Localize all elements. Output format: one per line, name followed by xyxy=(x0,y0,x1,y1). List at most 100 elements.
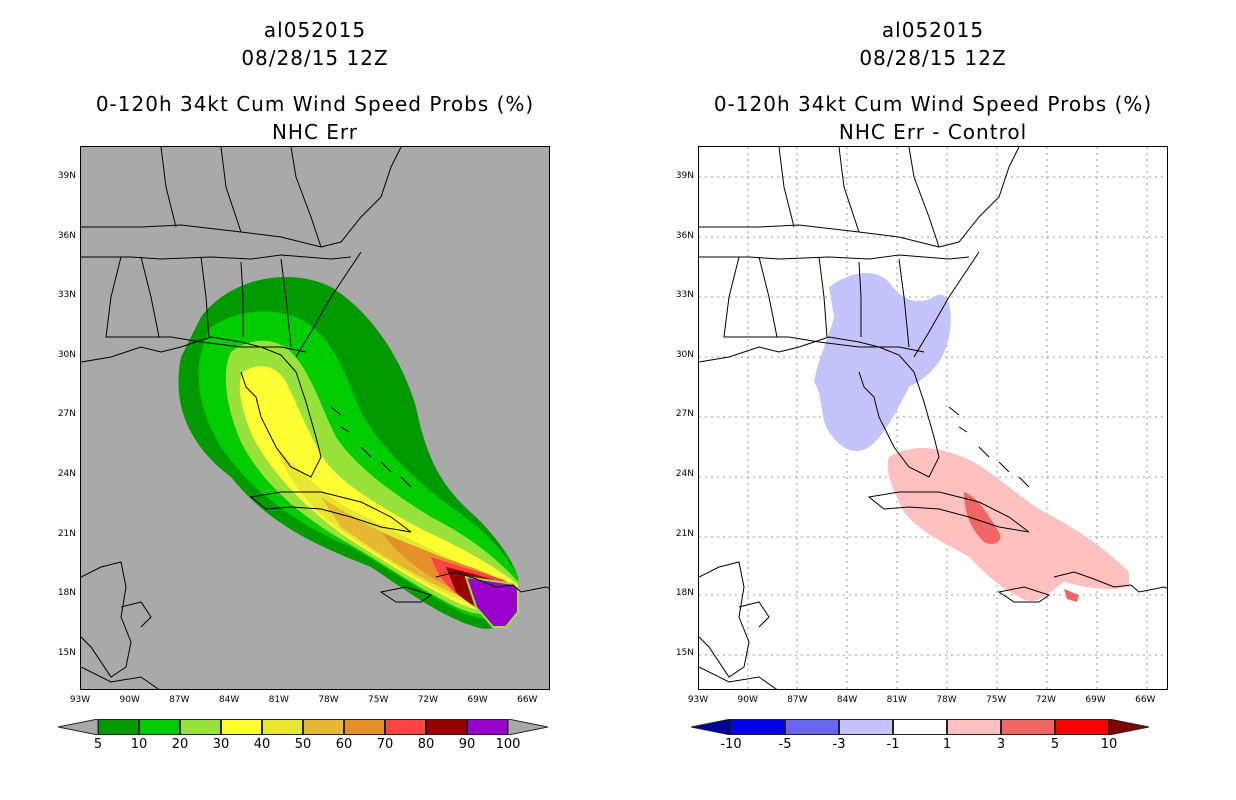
right-colorbar-label: -10 xyxy=(720,737,742,752)
left-colorbar-label: 30 xyxy=(212,737,230,752)
left-colorbar-swatch xyxy=(180,719,221,735)
left-colorbar-swatch xyxy=(139,719,180,735)
right-lat-tick: 36N xyxy=(675,230,694,241)
diff-positive-region-3 xyxy=(1064,589,1079,602)
left-lon-tick: 69W xyxy=(467,695,488,705)
left-colorbar-label: 40 xyxy=(253,737,271,752)
right-lon-tick: 90W xyxy=(737,695,758,705)
right-lat-tick: 21N xyxy=(675,528,694,539)
left-colorbar-swatch xyxy=(221,719,262,735)
left-coastlines xyxy=(81,147,549,689)
left-lon-tick: 66W xyxy=(517,695,538,705)
right-colorbar-label: 5 xyxy=(1050,737,1060,752)
left-lat-tick: 39N xyxy=(57,171,76,181)
right-colorbar-label: -5 xyxy=(778,737,792,752)
right-lat-tick: 39N xyxy=(675,171,694,181)
left-colorbar-swatch xyxy=(385,719,426,735)
left-lat-tick: 33N xyxy=(57,290,76,301)
right-colorbar-swatch xyxy=(893,719,947,735)
right-colorbar-swatch xyxy=(947,719,1001,735)
diff-positive-region-2 xyxy=(964,492,1001,544)
right-lat-tick: 27N xyxy=(675,409,694,420)
left-lat-tick: 30N xyxy=(57,349,76,360)
right-colorbar-swatch xyxy=(731,719,785,735)
prob-contour-90 xyxy=(464,575,519,628)
right-colorbar-label: 1 xyxy=(942,737,952,752)
diff-negative-region xyxy=(814,272,951,452)
right-colorbar-label: -1 xyxy=(886,737,900,752)
left-colorbar-swatch xyxy=(303,719,344,735)
left-map-svg xyxy=(81,147,549,689)
left-title-variant: NHC Err xyxy=(271,120,359,144)
right-coastlines xyxy=(699,147,1167,689)
left-lon-tick: 78W xyxy=(318,695,339,705)
right-lon-tick: 87W xyxy=(787,695,808,705)
left-title-product: 0-120h 34kt Cum Wind Speed Probs (%) xyxy=(95,92,535,116)
left-colorbar-boxes xyxy=(98,719,508,735)
left-colorbar-below-arrow xyxy=(58,719,98,735)
left-lon-tick: 81W xyxy=(268,695,289,705)
left-colorbar-above-arrow xyxy=(508,719,548,735)
left-title-date: 08/28/15 12Z xyxy=(241,46,389,70)
left-lon-tick: 87W xyxy=(169,695,190,705)
left-lon-tick: 72W xyxy=(417,695,439,705)
left-colorbar-swatch xyxy=(98,719,139,735)
left-colorbar-swatch xyxy=(467,719,508,735)
diff-positive-region-1 xyxy=(887,447,1129,602)
left-colorbar-label: 70 xyxy=(376,737,394,752)
right-colorbar-swatch xyxy=(839,719,893,735)
right-title-product: 0-120h 34kt Cum Wind Speed Probs (%) xyxy=(713,92,1153,116)
right-lon-tick: 75W xyxy=(986,695,1007,705)
right-lon-tick: 81W xyxy=(886,695,907,705)
left-lon-tick: 84W xyxy=(218,695,240,705)
left-colorbar-label: 80 xyxy=(417,737,435,752)
right-lon-tick: 69W xyxy=(1085,695,1106,705)
right-colorbar-boxes xyxy=(731,719,1109,735)
right-colorbar-label: -3 xyxy=(832,737,846,752)
right-lat-tick: 18N xyxy=(675,588,694,599)
left-lat-tick: 15N xyxy=(57,647,76,658)
left-colorbar-label: 20 xyxy=(171,737,189,752)
left-lat-tick: 18N xyxy=(57,588,76,599)
right-colorbar-label: 3 xyxy=(996,737,1006,752)
right-lat-tick: 30N xyxy=(675,349,694,360)
left-colorbar-label: 60 xyxy=(335,737,353,752)
left-lat-tick: 21N xyxy=(57,528,76,539)
left-lon-tick: 90W xyxy=(119,695,140,705)
right-colorbar-swatch xyxy=(1001,719,1055,735)
right-title-date: 08/28/15 12Z xyxy=(859,46,1007,70)
right-colorbar-above-arrow xyxy=(1109,719,1149,735)
right-map-panel xyxy=(698,146,1168,690)
right-colorbar-below-arrow xyxy=(691,719,731,735)
right-title-variant: NHC Err - Control xyxy=(838,120,1028,144)
left-colorbar-swatch xyxy=(262,719,303,735)
left-lat-tick: 36N xyxy=(57,230,76,241)
right-lon-tick: 93W xyxy=(687,695,709,705)
left-title-storm: al052015 xyxy=(263,18,367,42)
left-colorbar-swatch xyxy=(344,719,385,735)
right-lat-tick: 24N xyxy=(675,469,694,479)
right-lon-tick: 66W xyxy=(1135,695,1156,705)
right-map-svg xyxy=(699,147,1167,689)
right-title-storm: al052015 xyxy=(881,18,985,42)
left-lat-tick: 24N xyxy=(57,469,76,479)
left-colorbar-label: 90 xyxy=(458,737,476,752)
left-colorbar-label: 10 xyxy=(130,737,148,752)
right-lon-tick: 84W xyxy=(836,695,858,705)
left-map-panel xyxy=(80,146,550,690)
right-lat-tick: 33N xyxy=(675,290,694,301)
left-lon-tick: 93W xyxy=(69,695,91,705)
right-colorbar-label: 10 xyxy=(1100,737,1118,752)
left-colorbar-label: 5 xyxy=(93,737,103,752)
left-lon-tick: 75W xyxy=(368,695,389,705)
left-lat-tick: 27N xyxy=(57,409,76,420)
right-lon-tick: 72W xyxy=(1035,695,1057,705)
left-colorbar-label: 50 xyxy=(294,737,312,752)
left-colorbar-label: 100 xyxy=(495,737,521,752)
left-colorbar-swatch xyxy=(426,719,467,735)
right-lat-tick: 15N xyxy=(675,647,694,658)
right-lon-tick: 78W xyxy=(936,695,957,705)
prob-contour-30 xyxy=(239,366,518,612)
right-colorbar-swatch xyxy=(785,719,839,735)
right-colorbar-swatch xyxy=(1055,719,1109,735)
